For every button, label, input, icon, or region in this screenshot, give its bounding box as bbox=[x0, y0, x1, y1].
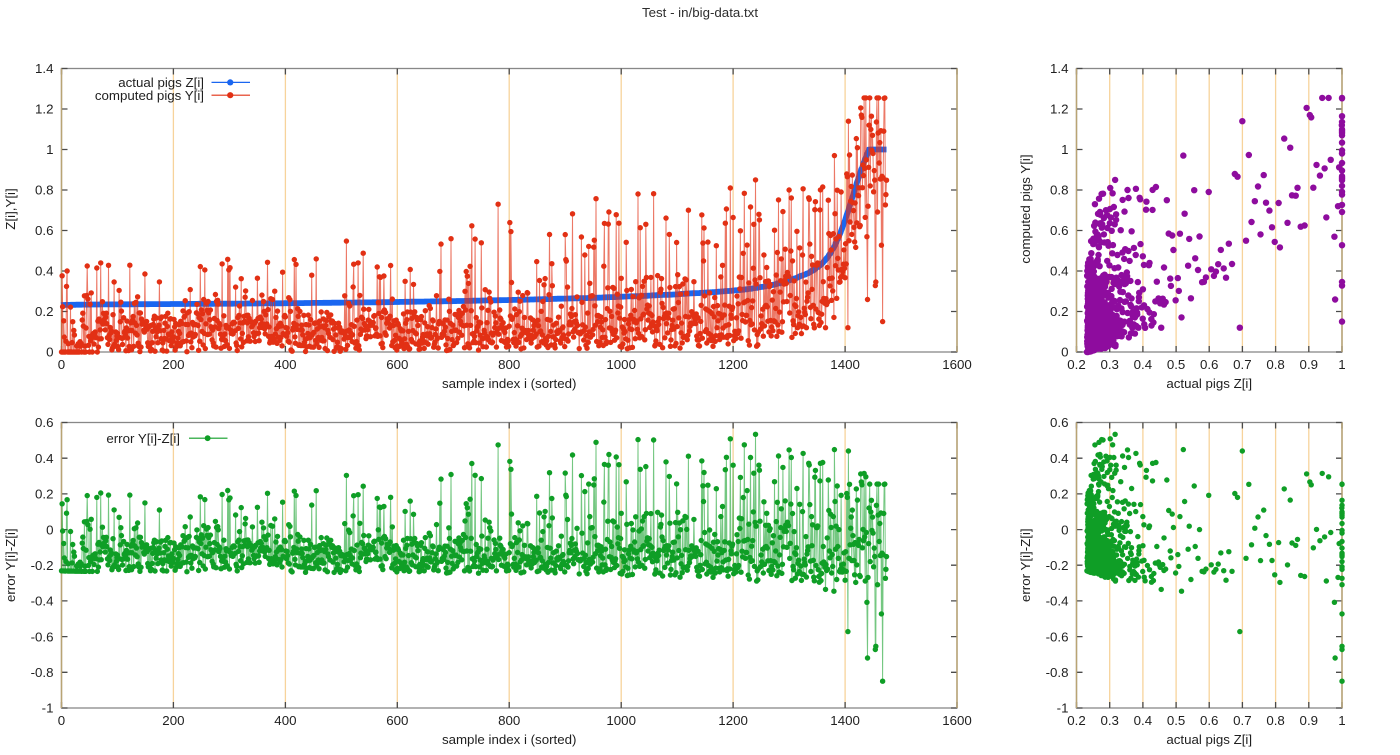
svg-text:0.2: 0.2 bbox=[1067, 713, 1086, 728]
svg-text:0.6: 0.6 bbox=[1200, 357, 1219, 372]
svg-text:1.4: 1.4 bbox=[35, 61, 54, 76]
svg-text:0.4: 0.4 bbox=[35, 264, 54, 279]
svg-text:-0.4: -0.4 bbox=[1046, 594, 1069, 609]
svg-text:error Y[i]-Z[i]: error Y[i]-Z[i] bbox=[3, 528, 18, 602]
svg-text:0.7: 0.7 bbox=[1233, 713, 1252, 728]
svg-text:1: 1 bbox=[1338, 713, 1345, 728]
svg-text:400: 400 bbox=[274, 713, 296, 728]
svg-text:0.6: 0.6 bbox=[35, 415, 54, 430]
svg-text:0.2: 0.2 bbox=[1050, 304, 1069, 319]
svg-text:800: 800 bbox=[498, 357, 520, 372]
svg-text:0.5: 0.5 bbox=[1167, 357, 1186, 372]
svg-text:1.4: 1.4 bbox=[1050, 61, 1069, 76]
svg-text:-0.8: -0.8 bbox=[1046, 665, 1069, 680]
svg-text:Z[i],Y[i]: Z[i],Y[i] bbox=[3, 188, 18, 229]
svg-text:-0.2: -0.2 bbox=[1046, 558, 1069, 573]
svg-text:0.3: 0.3 bbox=[1100, 357, 1119, 372]
svg-text:1200: 1200 bbox=[718, 713, 748, 728]
svg-text:1: 1 bbox=[1061, 142, 1068, 157]
svg-text:0.2: 0.2 bbox=[1067, 357, 1086, 372]
svg-text:0.6: 0.6 bbox=[35, 223, 54, 238]
svg-text:0.3: 0.3 bbox=[1100, 713, 1119, 728]
svg-text:computed pigs Y[i]: computed pigs Y[i] bbox=[95, 88, 204, 103]
svg-text:0.8: 0.8 bbox=[1266, 713, 1285, 728]
svg-text:400: 400 bbox=[274, 357, 296, 372]
svg-text:1600: 1600 bbox=[942, 357, 972, 372]
svg-text:0.9: 0.9 bbox=[1300, 713, 1319, 728]
svg-text:computed pigs Y[i]: computed pigs Y[i] bbox=[1018, 154, 1033, 263]
svg-text:600: 600 bbox=[386, 713, 408, 728]
svg-text:0: 0 bbox=[58, 357, 65, 372]
svg-text:sample index i (sorted): sample index i (sorted) bbox=[442, 376, 577, 391]
svg-text:0.4: 0.4 bbox=[1050, 264, 1069, 279]
svg-text:0.7: 0.7 bbox=[1233, 357, 1252, 372]
svg-text:1: 1 bbox=[46, 142, 53, 157]
svg-text:0.6: 0.6 bbox=[1050, 223, 1069, 238]
svg-text:-1: -1 bbox=[1057, 701, 1069, 716]
svg-text:-0.4: -0.4 bbox=[31, 594, 54, 609]
svg-text:actual pigs Z[i]: actual pigs Z[i] bbox=[1166, 732, 1252, 747]
svg-text:0.4: 0.4 bbox=[1134, 357, 1153, 372]
svg-text:0.2: 0.2 bbox=[1050, 487, 1069, 502]
svg-text:0.9: 0.9 bbox=[1300, 357, 1319, 372]
svg-text:1.2: 1.2 bbox=[35, 102, 54, 117]
svg-text:-0.6: -0.6 bbox=[31, 629, 54, 644]
svg-text:-0.8: -0.8 bbox=[31, 665, 54, 680]
svg-text:actual pigs Z[i]: actual pigs Z[i] bbox=[1166, 376, 1252, 391]
svg-text:actual pigs Z[i]: actual pigs Z[i] bbox=[118, 75, 204, 90]
svg-text:-0.6: -0.6 bbox=[1046, 629, 1069, 644]
svg-text:0.8: 0.8 bbox=[1266, 357, 1285, 372]
svg-text:0: 0 bbox=[1061, 522, 1068, 537]
svg-text:error Y[i]-Z[i]: error Y[i]-Z[i] bbox=[1018, 528, 1033, 602]
svg-text:1400: 1400 bbox=[830, 357, 860, 372]
svg-text:0: 0 bbox=[58, 713, 65, 728]
svg-text:0.4: 0.4 bbox=[1134, 713, 1153, 728]
svg-text:-1: -1 bbox=[42, 701, 54, 716]
svg-text:1000: 1000 bbox=[606, 713, 636, 728]
svg-text:0.6: 0.6 bbox=[1200, 713, 1219, 728]
svg-text:1400: 1400 bbox=[830, 713, 860, 728]
svg-text:0: 0 bbox=[1061, 345, 1068, 360]
svg-text:1000: 1000 bbox=[606, 357, 636, 372]
svg-text:0.4: 0.4 bbox=[1050, 451, 1069, 466]
svg-text:0.2: 0.2 bbox=[35, 304, 54, 319]
svg-text:1.2: 1.2 bbox=[1050, 102, 1069, 117]
svg-text:0.5: 0.5 bbox=[1167, 713, 1186, 728]
svg-text:Test - in/big-data.txt: Test - in/big-data.txt bbox=[642, 5, 758, 20]
svg-text:200: 200 bbox=[162, 713, 184, 728]
svg-text:0.2: 0.2 bbox=[35, 487, 54, 502]
svg-text:-0.2: -0.2 bbox=[31, 558, 54, 573]
svg-text:0: 0 bbox=[46, 522, 53, 537]
svg-text:0.8: 0.8 bbox=[1050, 183, 1069, 198]
svg-text:600: 600 bbox=[386, 357, 408, 372]
svg-text:0.8: 0.8 bbox=[35, 183, 54, 198]
svg-text:1200: 1200 bbox=[718, 357, 748, 372]
svg-text:sample index i (sorted): sample index i (sorted) bbox=[442, 732, 577, 747]
svg-text:1600: 1600 bbox=[942, 713, 972, 728]
svg-text:200: 200 bbox=[162, 357, 184, 372]
svg-text:800: 800 bbox=[498, 713, 520, 728]
svg-text:1: 1 bbox=[1338, 357, 1345, 372]
svg-text:0.4: 0.4 bbox=[35, 451, 54, 466]
svg-text:0.6: 0.6 bbox=[1050, 415, 1069, 430]
svg-text:error Y[i]-Z[i]: error Y[i]-Z[i] bbox=[106, 431, 180, 446]
svg-text:0: 0 bbox=[46, 345, 53, 360]
